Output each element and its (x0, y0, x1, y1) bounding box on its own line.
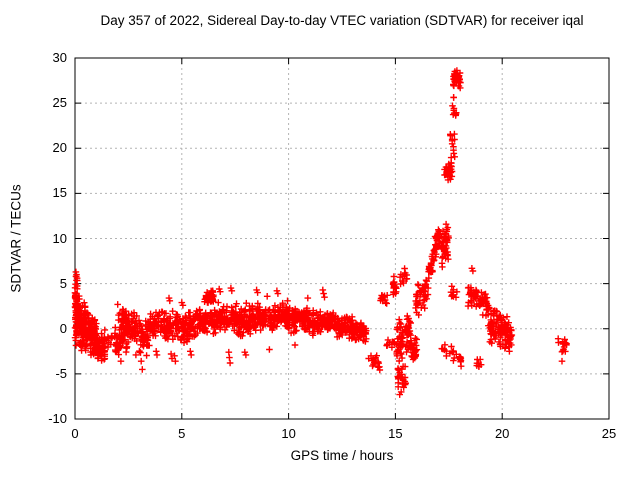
x-tick-label: 15 (388, 426, 403, 441)
y-tick-label: 30 (52, 50, 67, 65)
grid-lines (75, 58, 609, 419)
y-tick-label: 5 (59, 275, 67, 291)
x-tick-label: 5 (178, 426, 186, 441)
y-tick-label: 25 (52, 95, 67, 111)
x-tick-label: 25 (601, 426, 617, 441)
x-axis-label: GPS time / hours (290, 448, 394, 463)
y-tick-label: 15 (52, 185, 67, 201)
y-tick-label: -10 (48, 411, 67, 426)
y-tick-label: 0 (59, 320, 67, 336)
x-tick-label: 10 (281, 426, 296, 441)
chart-title: Day 357 of 2022, Sidereal Day-to-day VTE… (100, 13, 584, 28)
y-tick-label: 10 (52, 230, 67, 246)
scatter-points (71, 67, 570, 398)
x-tick-label: 20 (494, 426, 510, 441)
y-tick-label: 20 (52, 140, 67, 156)
x-tick-label: 0 (71, 426, 79, 441)
y-tick-label: -5 (55, 365, 67, 381)
